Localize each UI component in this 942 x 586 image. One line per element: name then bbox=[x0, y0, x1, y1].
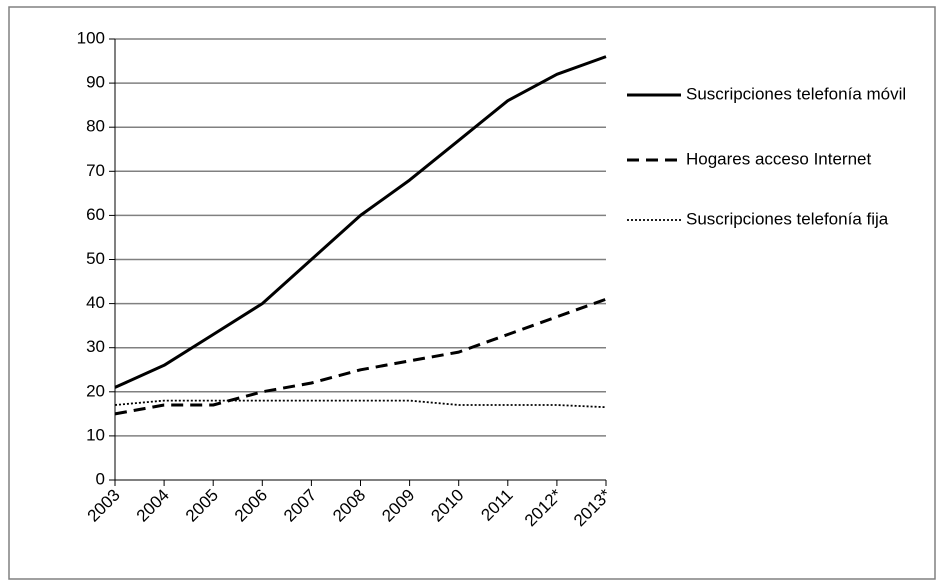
legend-label-1: Suscripciones telefonía móvil bbox=[686, 84, 906, 103]
gridlines bbox=[115, 38, 606, 437]
y-tick-label: 60 bbox=[86, 205, 105, 224]
series-line-2 bbox=[114, 297, 607, 416]
legend-label-3: Suscripciones telefonía fija bbox=[686, 209, 889, 228]
y-tick-label: 40 bbox=[86, 293, 105, 312]
y-tick-label: 0 bbox=[96, 469, 105, 488]
legend: Suscripciones telefonía móvil Hogares acc… bbox=[627, 84, 906, 228]
y-tick-label: 80 bbox=[86, 117, 105, 136]
y-tick-label: 20 bbox=[86, 381, 105, 400]
legend-label-2: Hogares acceso Internet bbox=[686, 149, 871, 168]
series-line-3 bbox=[114, 399, 607, 409]
y-tick-label: 30 bbox=[86, 337, 105, 356]
y-tick-label: 90 bbox=[86, 73, 105, 92]
series-lines bbox=[114, 55, 607, 416]
y-axis-ticks: 0 10 20 30 40 50 60 70 80 90 100 bbox=[77, 28, 115, 488]
series-line-1 bbox=[114, 55, 607, 389]
y-tick-label: 100 bbox=[77, 28, 105, 47]
chart-border bbox=[8, 6, 936, 580]
y-tick-label: 70 bbox=[86, 161, 105, 180]
y-tick-label: 10 bbox=[86, 425, 105, 444]
y-tick-label: 50 bbox=[86, 249, 105, 268]
